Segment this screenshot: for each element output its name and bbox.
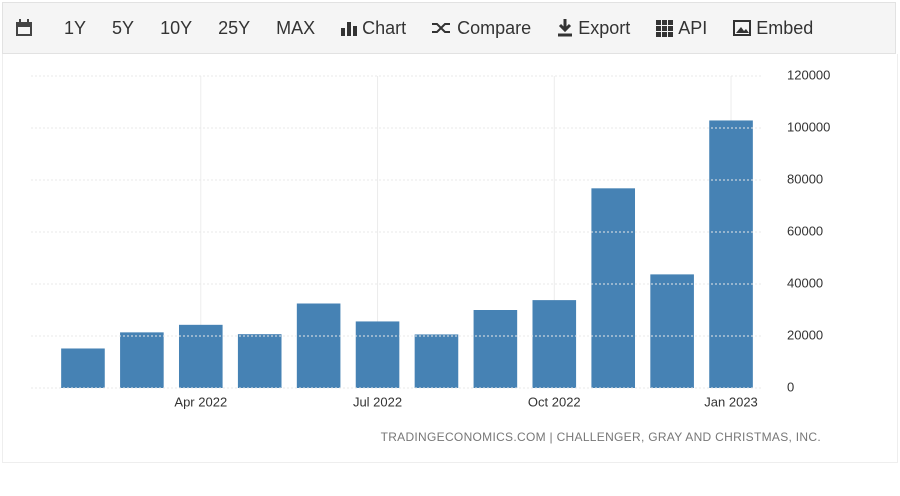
button-label: Export	[578, 17, 631, 38]
y-tick-label: 0	[787, 379, 794, 394]
x-tick-label: Oct 2022	[528, 394, 581, 409]
chart-button[interactable]: Chart	[341, 18, 406, 39]
bar	[355, 321, 400, 388]
x-tick-label: Jan 2023	[704, 394, 758, 409]
range-button[interactable]: 1Y	[64, 17, 87, 38]
bar	[120, 332, 164, 388]
bar	[296, 303, 341, 388]
bar	[591, 188, 636, 388]
range-button[interactable]: 10Y	[160, 17, 193, 38]
chart-frame: Jan 2023 Oct 2022 Jul 2022 Apr 2022 120000 10…	[2, 54, 898, 463]
y-tick-label: 40000	[787, 275, 823, 290]
source: TRADINGECONOMICS.COM | CHALLENGER, GRAY …	[381, 430, 821, 444]
toolbar: 1Y 5Y 10Y 25Y MAX Chart Compare Export A…	[2, 2, 896, 54]
x-tick-label: Apr 2022	[174, 394, 227, 409]
button-label: Chart	[362, 17, 407, 38]
y-tick-label: 60000	[787, 223, 823, 238]
y-tick-label: 80000	[787, 171, 823, 186]
calendar-button[interactable]	[15, 19, 38, 37]
range-button[interactable]: 25Y	[218, 17, 251, 38]
api-button[interactable]: API	[656, 18, 707, 39]
bar	[709, 120, 753, 389]
bar	[532, 300, 577, 388]
x-tick-label: Jul 2022	[353, 394, 402, 409]
bar	[650, 274, 694, 388]
embed-button[interactable]: Embed	[733, 18, 813, 39]
compare-button[interactable]: Compare	[432, 18, 531, 39]
y-tick-label: 20000	[787, 327, 823, 342]
range-button[interactable]: 5Y	[112, 17, 135, 38]
bar	[61, 348, 105, 388]
bar	[237, 334, 282, 388]
bar	[414, 334, 459, 388]
range-button[interactable]: MAX	[276, 17, 316, 38]
export-button[interactable]: Export	[557, 18, 630, 39]
y-tick-label: 100000	[787, 119, 830, 134]
bar	[178, 324, 223, 388]
chart: Jan 2023 Oct 2022 Jul 2022 Apr 2022 120000 10…	[31, 67, 830, 444]
button-label: Embed	[756, 17, 814, 38]
bar	[473, 310, 518, 388]
button-label: Compare	[457, 17, 532, 38]
button-label: API	[678, 17, 708, 38]
y-tick-label: 120000	[787, 67, 830, 82]
